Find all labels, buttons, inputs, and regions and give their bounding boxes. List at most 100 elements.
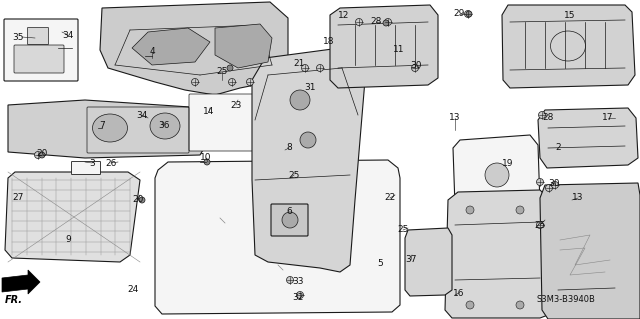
Circle shape [536,221,543,228]
Polygon shape [215,24,272,68]
Text: 24: 24 [127,286,139,294]
Text: FR.: FR. [5,295,23,305]
Text: 25: 25 [288,170,300,180]
FancyBboxPatch shape [72,161,100,174]
Text: S3M3-B3940B: S3M3-B3940B [536,295,595,305]
Text: 6: 6 [286,207,292,217]
Text: 13: 13 [572,194,584,203]
Text: 8: 8 [286,144,292,152]
Text: 17: 17 [602,114,614,122]
Text: 20: 20 [36,149,48,158]
Text: 25: 25 [534,220,546,229]
Circle shape [246,78,253,85]
Text: 32: 32 [292,293,304,302]
Ellipse shape [93,114,127,142]
Text: 29: 29 [453,10,465,19]
Text: 34: 34 [136,110,148,120]
Text: 3: 3 [89,159,95,167]
Circle shape [287,277,294,284]
Polygon shape [155,160,400,314]
Text: 33: 33 [292,278,304,286]
Polygon shape [453,135,540,215]
Text: 10: 10 [200,153,212,162]
Text: 26: 26 [106,159,116,167]
Circle shape [139,197,145,203]
Circle shape [301,64,308,71]
FancyBboxPatch shape [189,94,253,151]
Circle shape [412,64,419,71]
Text: 13: 13 [449,114,461,122]
Circle shape [227,65,233,71]
Text: 35: 35 [12,33,24,41]
Polygon shape [330,5,438,88]
Text: 14: 14 [204,108,214,116]
Circle shape [35,152,42,159]
Text: 30: 30 [548,179,560,188]
Polygon shape [8,100,210,158]
FancyBboxPatch shape [14,45,64,73]
Text: 12: 12 [339,11,349,19]
Text: 4: 4 [149,48,155,56]
Polygon shape [502,5,635,88]
Circle shape [317,64,323,71]
Circle shape [466,206,474,214]
Circle shape [485,163,509,187]
Polygon shape [2,270,40,294]
Ellipse shape [150,113,180,139]
Text: 9: 9 [65,235,71,244]
Polygon shape [100,2,288,95]
Text: 27: 27 [12,194,24,203]
Circle shape [465,11,472,18]
Polygon shape [252,48,365,272]
Circle shape [538,112,545,118]
Text: 36: 36 [158,121,170,130]
FancyBboxPatch shape [28,27,49,44]
Circle shape [466,301,474,309]
Text: 23: 23 [230,100,242,109]
Polygon shape [5,172,140,262]
Polygon shape [540,183,640,319]
Polygon shape [538,108,638,168]
Text: 7: 7 [99,121,105,130]
Circle shape [355,19,362,26]
Text: 5: 5 [377,258,383,268]
Polygon shape [445,190,548,318]
Circle shape [385,19,392,26]
Circle shape [466,11,472,17]
Text: 30: 30 [410,61,422,70]
Text: 37: 37 [405,256,417,264]
Text: 28: 28 [371,18,381,26]
Polygon shape [405,228,452,296]
Circle shape [290,90,310,110]
Text: 21: 21 [293,58,305,68]
Circle shape [282,212,298,228]
Circle shape [296,292,303,299]
Text: 16: 16 [453,288,465,298]
Circle shape [536,179,543,186]
Circle shape [39,152,45,158]
Text: 19: 19 [502,159,514,167]
Circle shape [228,78,236,85]
Circle shape [191,78,198,85]
Text: 31: 31 [304,84,316,93]
Polygon shape [132,28,210,65]
Circle shape [383,20,389,26]
Text: 22: 22 [385,194,396,203]
Text: 34: 34 [62,31,74,40]
Circle shape [552,182,559,189]
Circle shape [516,301,524,309]
FancyBboxPatch shape [271,204,308,236]
Text: 25: 25 [216,68,228,77]
Text: 25: 25 [397,226,409,234]
Circle shape [204,159,210,165]
Text: 20: 20 [132,196,144,204]
Text: 18: 18 [323,38,335,47]
Text: 28: 28 [542,114,554,122]
Circle shape [516,206,524,214]
FancyBboxPatch shape [4,19,78,81]
Text: 11: 11 [393,46,404,55]
Text: 2: 2 [555,144,561,152]
Circle shape [545,184,552,191]
Text: 15: 15 [564,11,576,19]
Circle shape [300,132,316,148]
